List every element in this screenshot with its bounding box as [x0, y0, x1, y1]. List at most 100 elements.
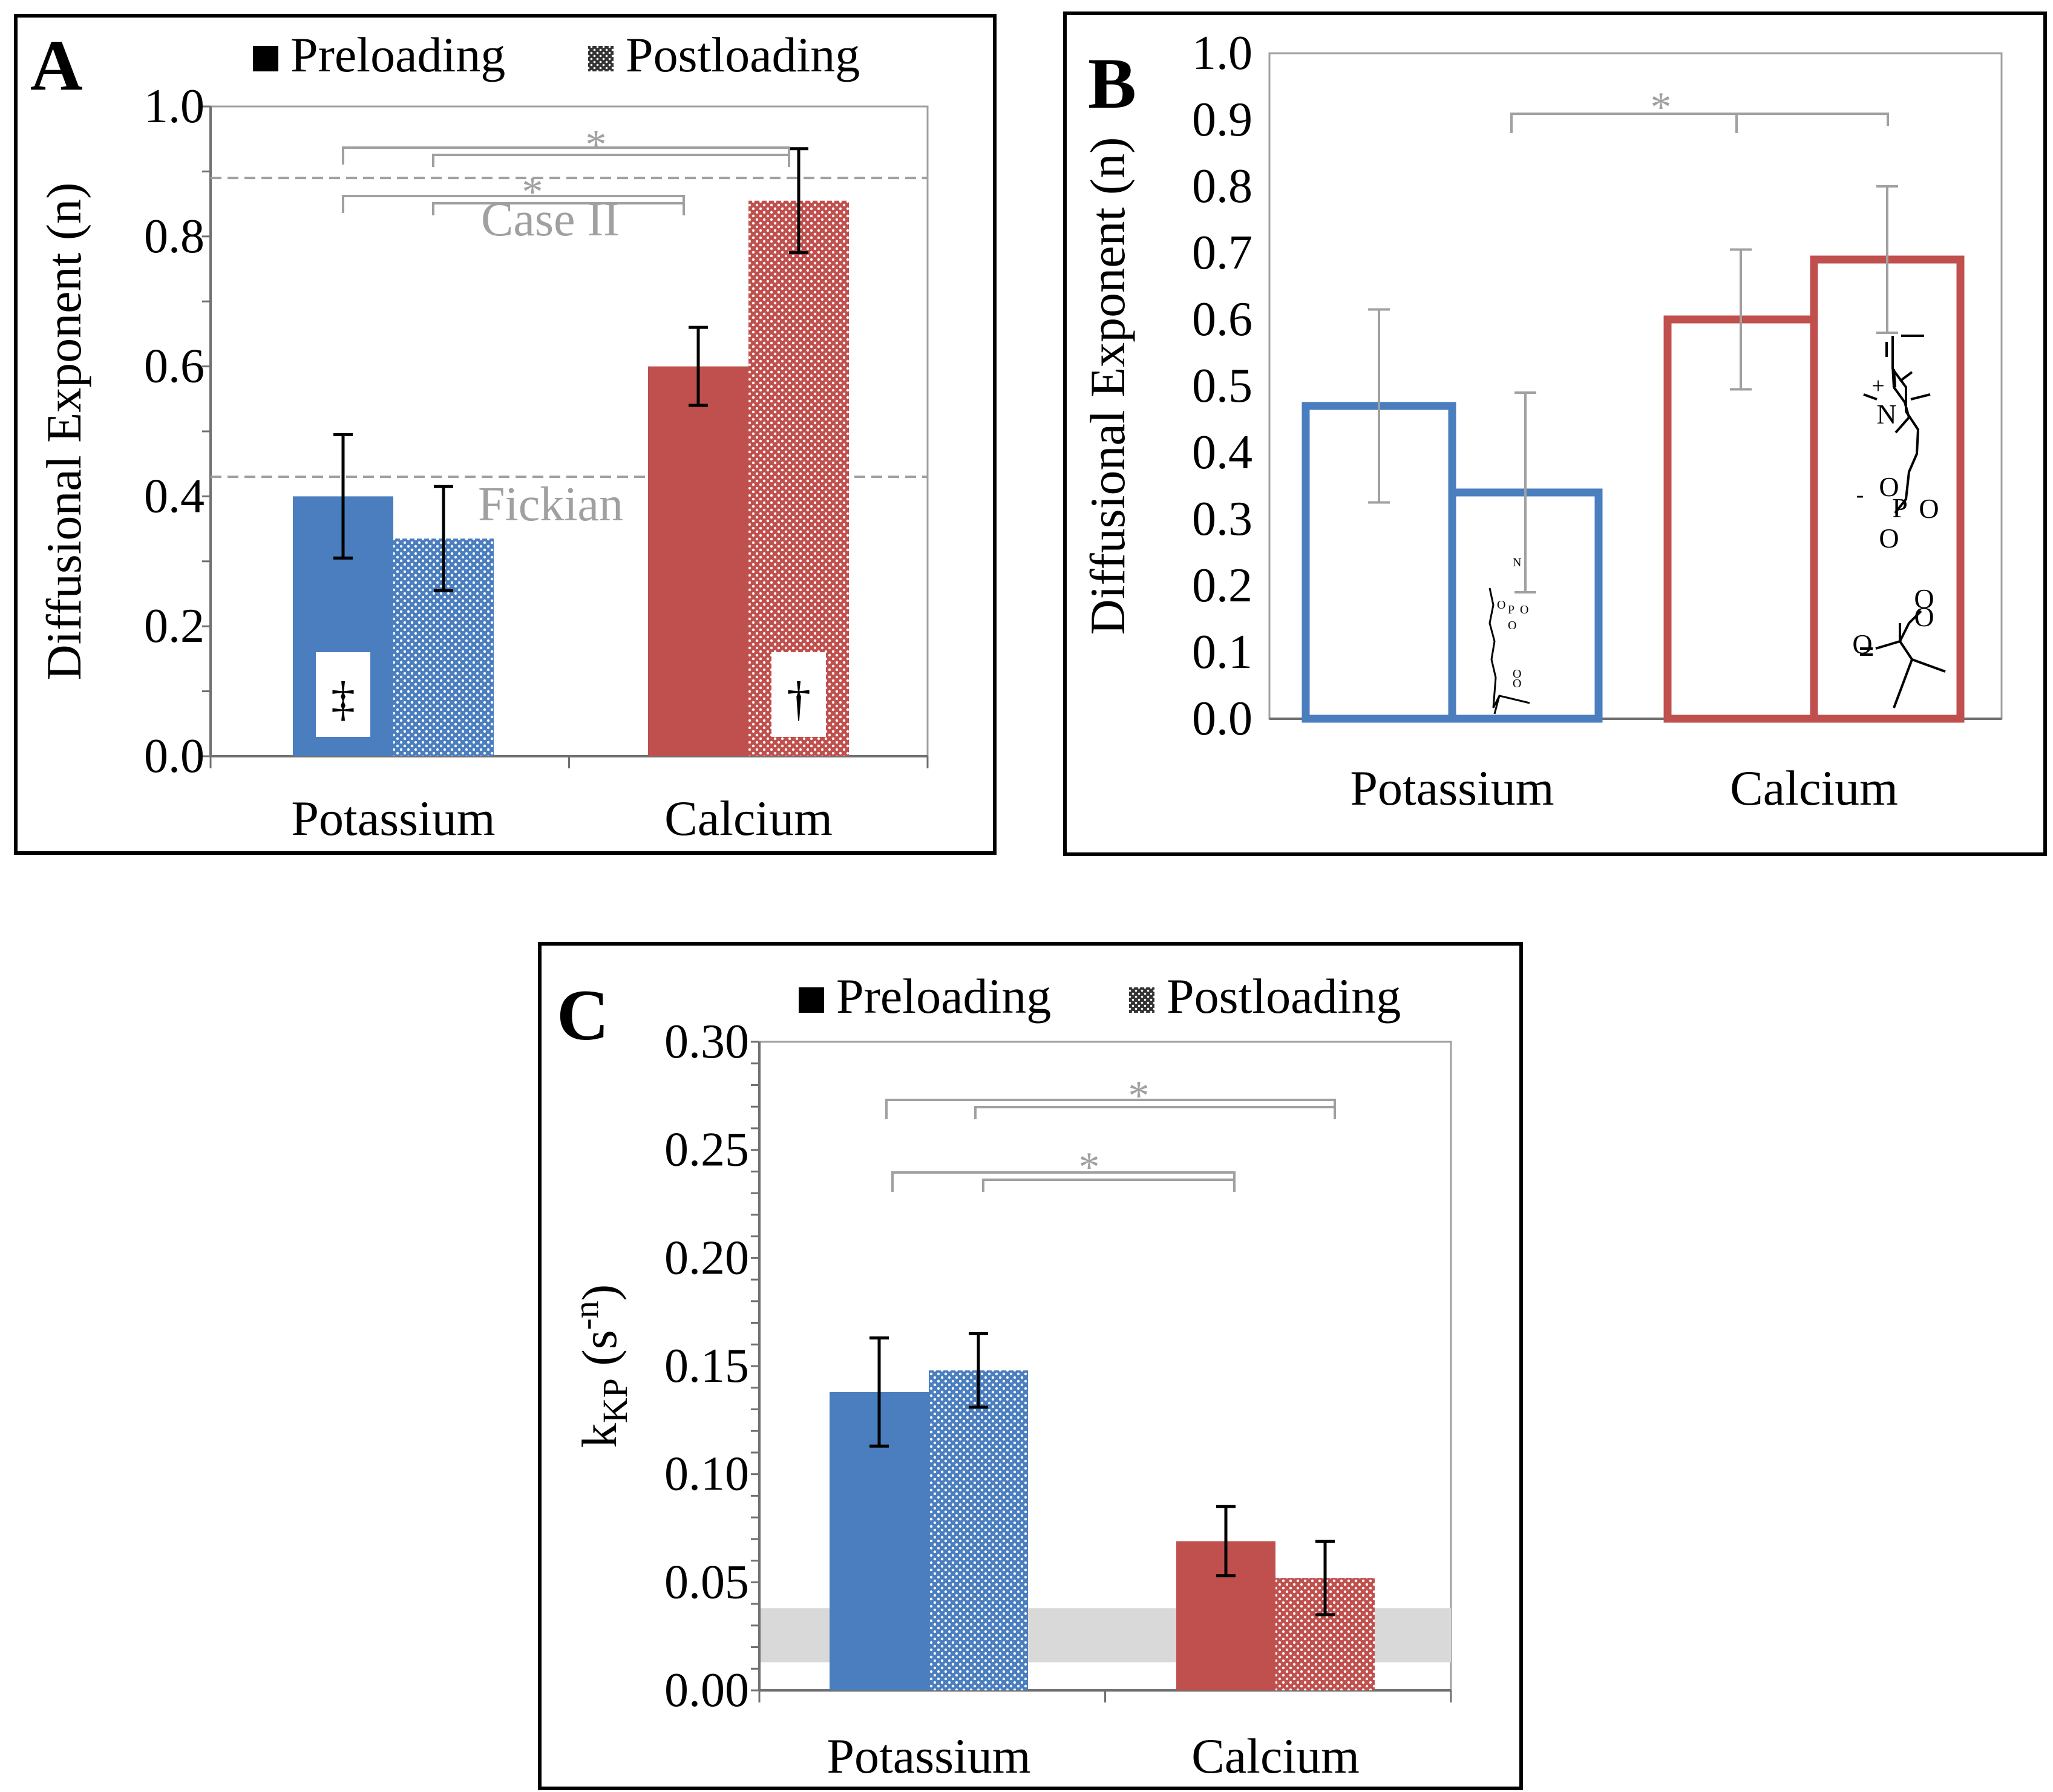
molecule-backbone: [1488, 587, 1497, 708]
bar-potassium-postloading: [929, 1370, 1028, 1690]
error-bar-potassium-postloading: [969, 1332, 988, 1409]
category-label-calcium: Calcium: [664, 791, 833, 846]
reference-label-case-ii: Case II: [481, 193, 620, 246]
significance-star-calcium: *: [1651, 84, 1672, 131]
y-tick-label: 0.10: [664, 1448, 749, 1501]
plot-area-c: * * 0.00 0.05 0.10 0.15 0.20 0.25 0.30 P…: [566, 1015, 1452, 1784]
category-label-potassium: Potassium: [1350, 760, 1554, 816]
atom-label: O: [1914, 583, 1934, 614]
y-axis-title-c: kKP (s-n): [566, 1284, 635, 1448]
legend-postloading-swatch: [588, 46, 614, 71]
y-axis-title-main: k: [572, 1423, 627, 1448]
error-bar-potassium-preloading: [869, 1336, 889, 1448]
atom-label-small: P: [1508, 603, 1514, 616]
atom-charge-label: +: [1871, 373, 1884, 399]
plot-area-a: Case II Fickian ‡ † * * 0.0 0.2 0.4: [36, 80, 929, 846]
y-tick-label: 0.7: [1192, 226, 1252, 280]
atom-label: P: [1892, 492, 1908, 523]
panel-c: C Preloading Postloading * * 0.00: [538, 942, 1523, 1790]
y-tick-labels-c: 0.00 0.05 0.10 0.15 0.20 0.25 0.30: [664, 1015, 749, 1717]
error-bar-potassium-postloading: [1514, 391, 1536, 594]
significance-bracket-calcium: [1510, 113, 1889, 133]
bar-calcium-preloading: [648, 366, 748, 756]
y-axis-title-superscript: -n: [566, 1301, 606, 1330]
significance-bracket-postloading: [885, 1099, 1336, 1119]
y-tick-label: 0.0: [144, 730, 205, 783]
y-tick-label: 0.0: [1192, 692, 1252, 745]
y-tick-label: 0.4: [144, 469, 205, 523]
y-tick-label: 0.5: [1192, 359, 1252, 413]
error-bar-calcium-postloading: [789, 147, 808, 255]
atom-label-small: O: [1513, 667, 1521, 681]
error-bar-potassium-preloading: [333, 433, 353, 560]
legend-preloading-swatch: [799, 987, 824, 1013]
y-tick-label: 0.4: [1192, 426, 1252, 479]
category-label-potassium: Potassium: [291, 791, 495, 846]
molecule-tail: [1492, 695, 1530, 715]
error-bar-calcium-postloading: [1315, 1539, 1335, 1617]
mark-dagger: †: [787, 673, 811, 726]
panel-b-label: B: [1088, 43, 1136, 123]
y-tick-labels-b: 0.0 0.1 0.2 0.3 0.4 0.5 0.6 0.7 0.8 0.9 …: [1192, 27, 1252, 745]
y-tick-label: 0.15: [664, 1339, 749, 1393]
panel-b-frame: [1063, 11, 2047, 856]
y-axis-title-open: (s: [572, 1330, 627, 1378]
legend-postloading-swatch: [1129, 987, 1154, 1013]
atom-label: O: [1879, 523, 1899, 554]
y-tick-label: 0.1: [1192, 626, 1252, 679]
atom-label: O: [1852, 629, 1872, 659]
error-bar-calcium-preloading: [1216, 1505, 1236, 1578]
panel-a-label: A: [30, 25, 83, 105]
panel-b: B N + O - P O O O: [1063, 11, 2047, 856]
molecule-methyls: [1863, 368, 1931, 401]
y-tick-label: 0.00: [664, 1664, 749, 1717]
y-tick-label: 0.30: [664, 1015, 749, 1068]
tick-marks-a: [202, 105, 929, 768]
y-axis-title-close: ): [572, 1284, 627, 1301]
atom-label-small: N: [1513, 556, 1521, 569]
atom-charge-label: -: [1856, 482, 1864, 508]
y-tick-label: 1.0: [1192, 27, 1252, 80]
error-bar-calcium-preloading: [689, 325, 708, 407]
y-tick-label: 0.8: [144, 210, 205, 263]
error-bar-calcium-preloading: [1730, 248, 1752, 391]
mark-box-potassium: [316, 652, 370, 737]
y-tick-label: 0.2: [1192, 559, 1252, 612]
legend-postloading-label: Postloading: [1167, 969, 1401, 1024]
error-bar-potassium-postloading: [434, 485, 453, 592]
y-tick-label: 0.3: [1192, 492, 1252, 546]
category-label-calcium: Calcium: [1730, 760, 1898, 816]
y-tick-label: 0.6: [144, 340, 205, 393]
legend-preloading-label: Preloading: [836, 969, 1051, 1024]
y-tick-label: 0.05: [664, 1555, 749, 1609]
atom-label: O: [1914, 601, 1934, 632]
atom-label-small: O: [1497, 598, 1505, 612]
legend-postloading-label: Postloading: [626, 27, 860, 82]
significance-bracket-preloading: [891, 1171, 1236, 1192]
tick-marks-c: [751, 1041, 1452, 1702]
category-label-potassium: Potassium: [827, 1728, 1030, 1784]
panel-a: A Preloading Postloading Case II Fickian…: [14, 14, 997, 855]
reference-label-fickian: Fickian: [478, 478, 623, 531]
y-tick-label: 0.9: [1192, 93, 1252, 146]
molecule-backbone: [1885, 335, 1924, 514]
y-tick-label: 0.25: [664, 1123, 749, 1177]
significance-star-postloading: *: [1128, 1073, 1150, 1119]
error-bar-potassium-preloading: [1368, 308, 1390, 504]
molecule-drawing-potassium: [1488, 587, 1530, 715]
significance-star-preloading: *: [1079, 1144, 1100, 1191]
mark-double-dagger: ‡: [331, 673, 355, 726]
atom-label: O: [1879, 471, 1899, 502]
y-tick-label: 0.8: [1192, 160, 1252, 213]
y-axis-title-subscript: KP: [595, 1378, 635, 1423]
molecule-tail: [1875, 610, 1946, 708]
significance-star-postloading: *: [586, 122, 607, 168]
significance-bracket-postloading: [342, 146, 790, 167]
legend-preloading-label: Preloading: [290, 27, 505, 82]
y-axis-title-b: Diffusional Exponent (n): [1080, 137, 1135, 635]
y-tick-label: 1.0: [144, 80, 205, 133]
atom-label-small: O: [1513, 677, 1521, 690]
molecule-small-atoms: N O P O O O O: [1497, 556, 1528, 690]
molecule-carbonyl: [1860, 647, 1873, 656]
